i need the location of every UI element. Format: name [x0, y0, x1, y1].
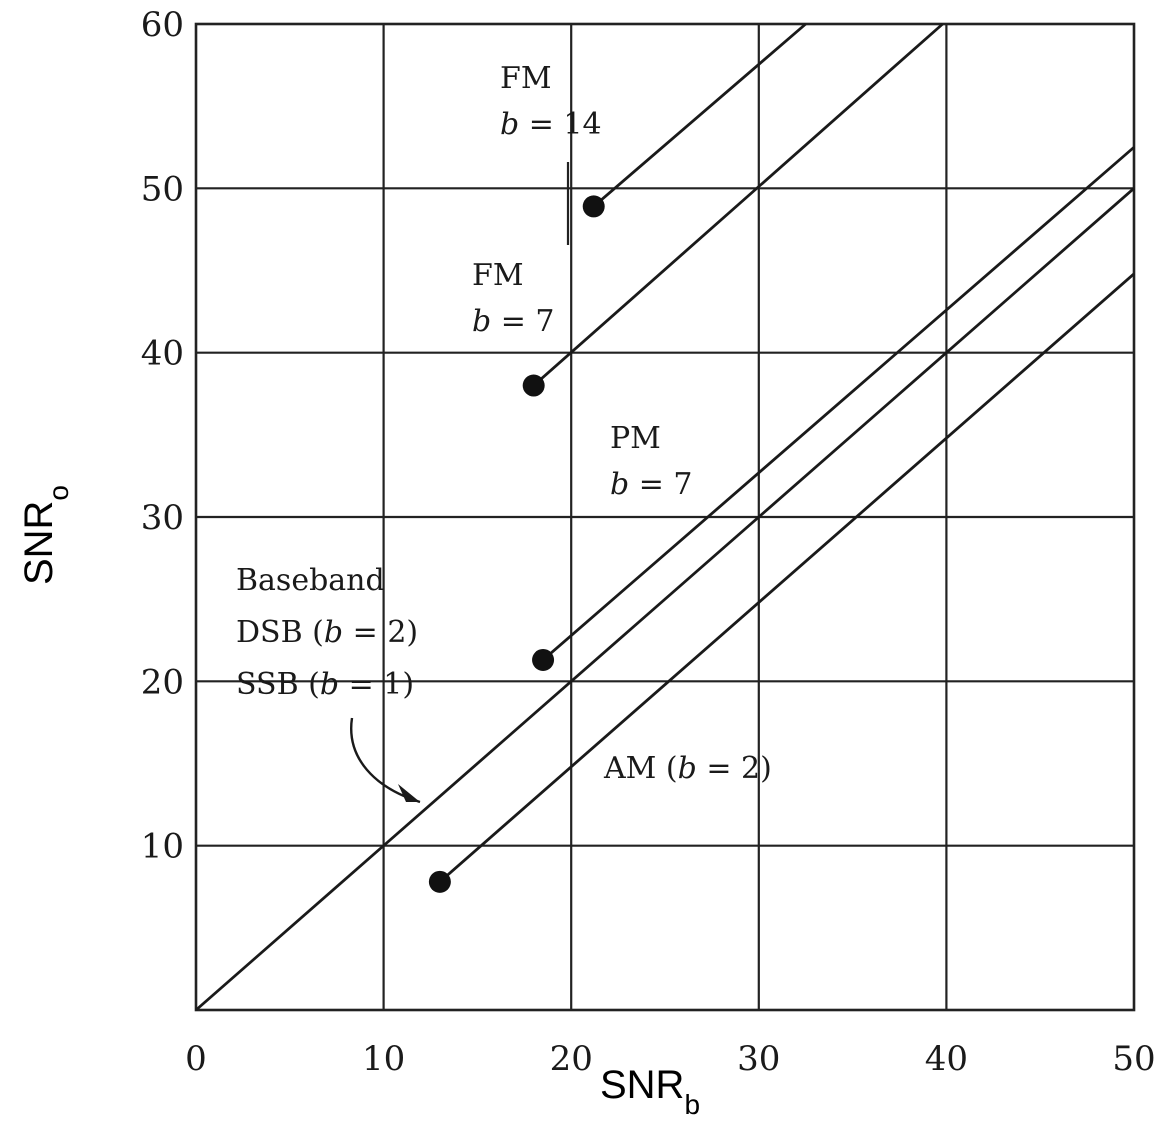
x-axis-label-sub: b: [684, 1089, 700, 1120]
series-line-pm-b-7: [542, 146, 1135, 662]
x-tick-label-40: 40: [925, 1039, 968, 1079]
y-tick-label-10: 10: [141, 827, 184, 867]
annotation-0-line-0: FM: [500, 61, 552, 96]
y-tick-label-30: 30: [141, 498, 184, 538]
annotation-3-line-1: DSB (b = 2): [236, 615, 418, 650]
annotation-2-line-1: b = 7: [610, 467, 693, 502]
annotation-0-line-1: b = 14: [500, 107, 602, 142]
threshold-point-fm-b-7: [522, 374, 545, 397]
y-tick-label-50: 50: [141, 169, 184, 209]
x-axis-label-main: SNR: [600, 1063, 684, 1107]
series-line-baseband-dsb-b-2-ssb-b-1: [195, 187, 1135, 1012]
annotation-3-line-0: Baseband: [236, 563, 385, 598]
x-tick-label-10: 10: [362, 1039, 405, 1079]
y-tick-label-40: 40: [141, 334, 184, 374]
curves: [195, 22, 1135, 1012]
annotations: FM b = 14 FM b = 7 PM b = 7 Baseband DSB (b = 2…: [236, 61, 772, 804]
x-tick-label-0: 0: [185, 1039, 207, 1079]
y-tick-label-60: 60: [141, 5, 184, 45]
series-line-fm-b-7: [532, 22, 944, 387]
annotation-1-line-1: b = 7: [472, 304, 555, 339]
plot-frame: [194, 22, 1136, 1012]
annotation-4-line-0: AM (b = 2): [603, 751, 772, 786]
threshold-point-fm-b-14: [582, 195, 605, 218]
x-axis-label: SNRb: [600, 1063, 700, 1120]
y-tick-label-20: 20: [141, 662, 184, 702]
annotation-1-line-0: FM: [472, 258, 524, 293]
baseband-pointer-arrow: [350, 717, 421, 804]
series-line-am-b-2: [438, 272, 1135, 883]
threshold-point-am-b-2: [428, 870, 451, 893]
annotation-2-line-0: PM: [610, 421, 661, 456]
x-tick-label-30: 30: [737, 1039, 780, 1079]
y-axis-label-sub: o: [43, 485, 74, 501]
threshold-point-pm-b-7: [532, 648, 555, 671]
series-line-fm-b-14: [592, 22, 807, 208]
x-tick-label-50: 50: [1112, 1039, 1155, 1079]
baseband-pointer-arrowhead: [398, 784, 420, 802]
x-tick-label-20: 20: [550, 1039, 593, 1079]
grid: [194, 22, 1136, 1012]
y-axis-label: SNRo: [17, 485, 74, 585]
y-axis-label-main: SNR: [17, 501, 61, 585]
annotation-3-line-2: SSB (b = 1): [236, 667, 414, 702]
tick-labels: 0 10 20 30 40 50 10 20 30 40 50 60: [141, 5, 1156, 1079]
